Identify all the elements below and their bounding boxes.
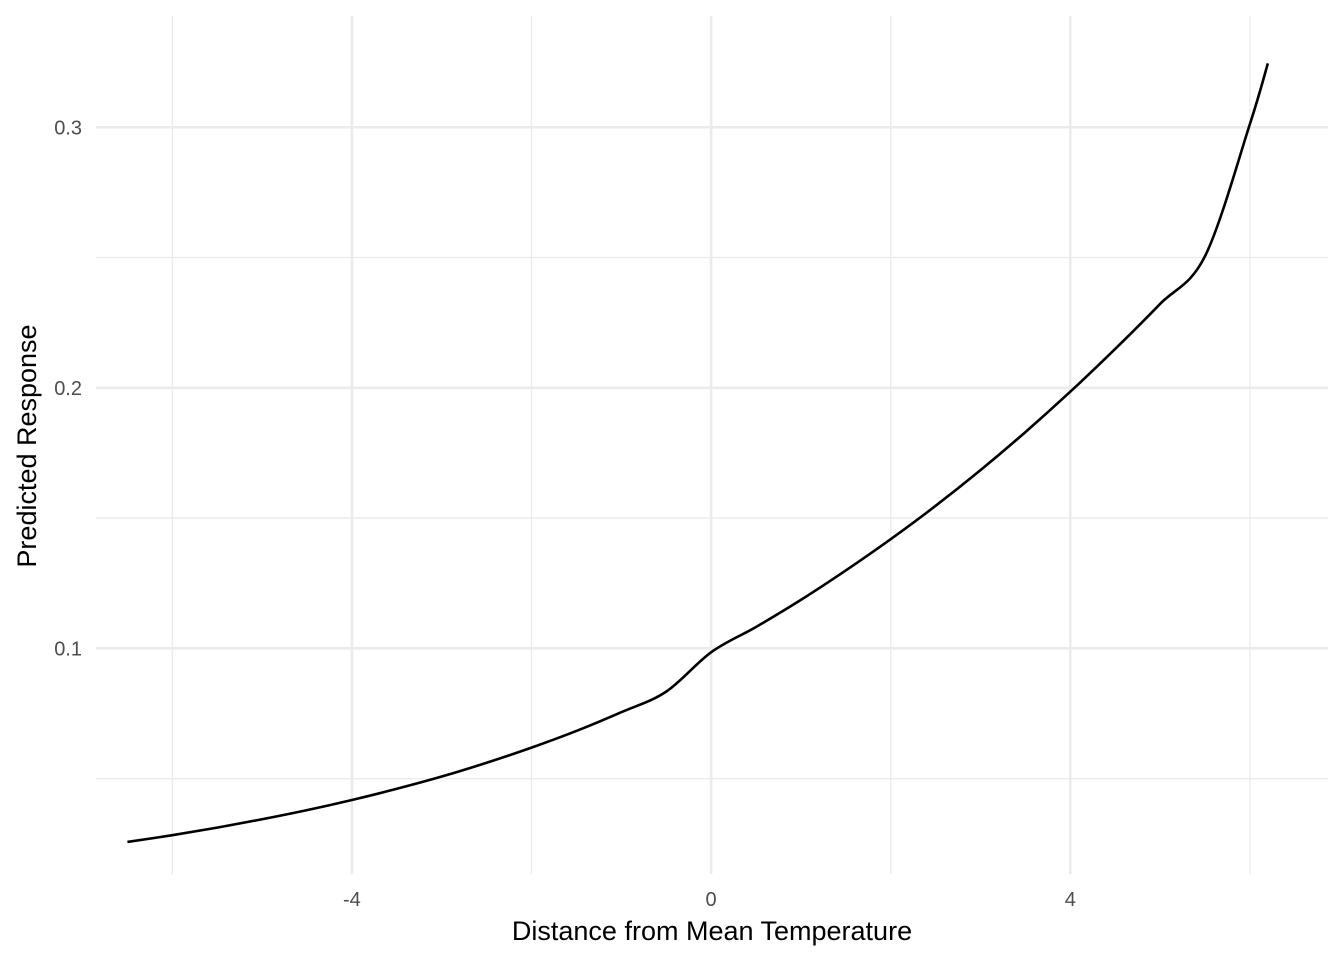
x-tick-label: 4 bbox=[1065, 889, 1076, 911]
x-tick-label: -4 bbox=[343, 889, 361, 911]
x-axis-title: Distance from Mean Temperature bbox=[512, 916, 912, 946]
series-line bbox=[127, 63, 1270, 844]
y-tick-labels: 0.1 0.2 0.3 bbox=[54, 117, 82, 660]
y-axis-title: Predicted Response bbox=[12, 324, 42, 567]
series-group bbox=[127, 63, 1270, 844]
major-gridlines bbox=[96, 16, 1328, 874]
x-tick-labels: -4 0 4 bbox=[343, 889, 1076, 911]
x-tick-label: 0 bbox=[706, 889, 717, 911]
y-tick-label: 0.1 bbox=[54, 638, 82, 660]
y-tick-label: 0.2 bbox=[54, 378, 82, 400]
y-tick-label: 0.3 bbox=[54, 117, 82, 139]
